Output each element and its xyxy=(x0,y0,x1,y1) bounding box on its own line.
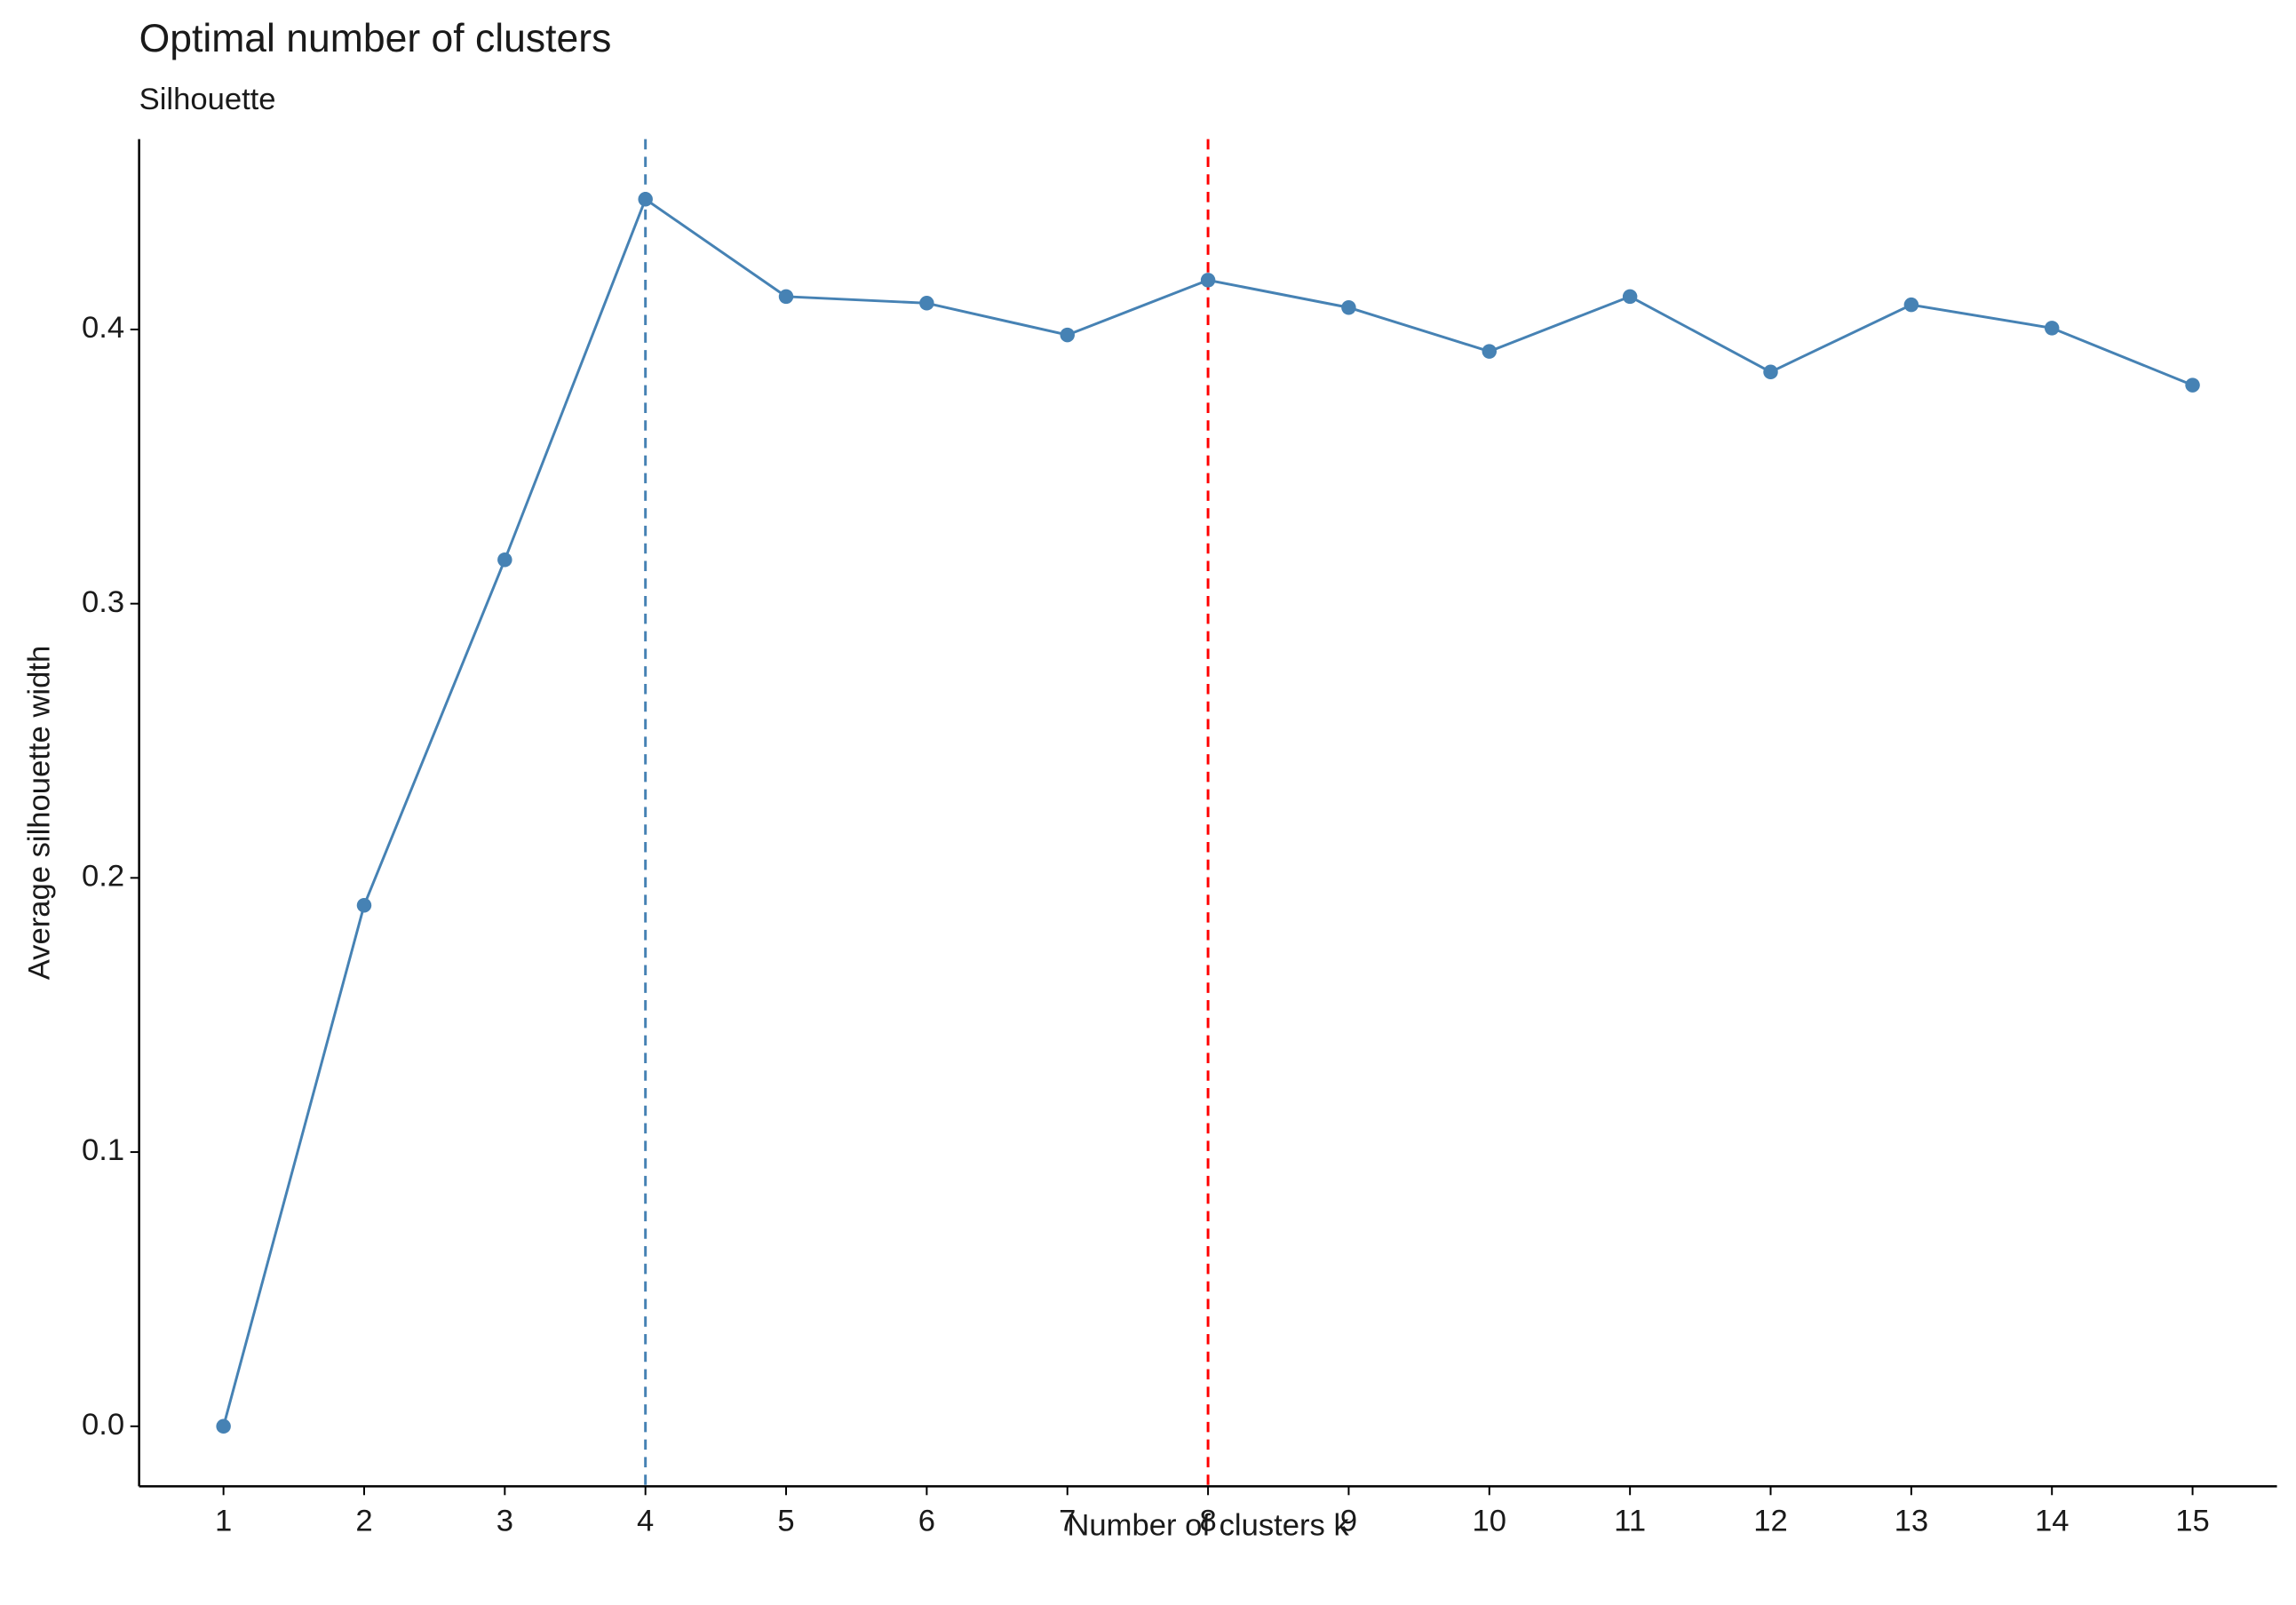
point xyxy=(1763,364,1778,380)
point xyxy=(2185,377,2200,393)
point xyxy=(1341,299,1356,315)
chart-subtitle: Silhouette xyxy=(139,83,276,116)
x-tick-label: 9 xyxy=(1340,1505,1357,1538)
y-tick-label: 0.3 xyxy=(82,585,124,619)
point xyxy=(919,296,934,311)
y-tick-label: 0.1 xyxy=(82,1133,124,1167)
x-tick-label: 3 xyxy=(497,1505,513,1538)
x-tick-label: 4 xyxy=(637,1505,654,1538)
x-tick-label: 6 xyxy=(918,1505,935,1538)
x-axis-label: Number of clusters k xyxy=(1067,1509,1349,1543)
x-tick-label: 2 xyxy=(355,1505,372,1538)
x-tick-label: 8 xyxy=(1199,1505,1216,1538)
point xyxy=(1482,344,1498,359)
chart-title: Optimal number of clusters xyxy=(139,17,612,60)
point xyxy=(1622,289,1638,305)
point xyxy=(2044,321,2060,336)
x-tick-label: 1 xyxy=(215,1505,232,1538)
point xyxy=(356,897,372,913)
point xyxy=(216,1418,231,1434)
y-axis-label: Average silhouette width xyxy=(22,646,56,980)
x-tick-label: 7 xyxy=(1059,1505,1076,1538)
x-tick-label: 13 xyxy=(1895,1505,1929,1538)
point xyxy=(1060,327,1075,343)
x-tick-label: 5 xyxy=(777,1505,794,1538)
x-tick-label: 11 xyxy=(1614,1505,1646,1538)
y-tick-label: 0.4 xyxy=(82,311,124,345)
x-tick-label: 15 xyxy=(2175,1505,2210,1538)
point xyxy=(1903,297,1919,313)
y-tick-label: 0.0 xyxy=(82,1408,124,1442)
point xyxy=(497,552,512,568)
point xyxy=(638,192,653,207)
y-tick-label: 0.2 xyxy=(82,860,124,894)
x-tick-label: 14 xyxy=(2035,1505,2070,1538)
x-tick-label: 10 xyxy=(1473,1505,1506,1538)
x-tick-label: 12 xyxy=(1753,1505,1788,1538)
point xyxy=(778,289,794,305)
point xyxy=(1200,273,1216,288)
